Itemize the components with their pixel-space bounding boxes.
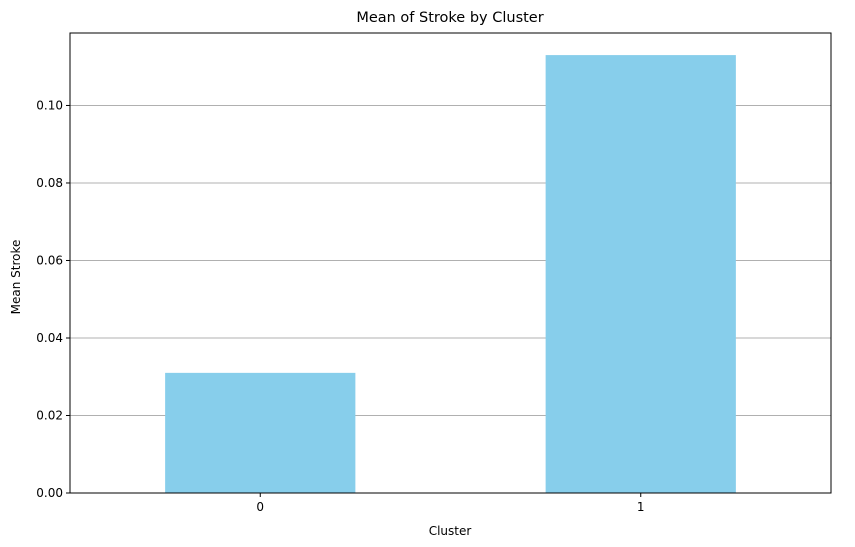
bar-cluster-1 <box>545 55 736 494</box>
y-tick-label: 0.10 <box>36 98 63 112</box>
chart-title: Mean of Stroke by Cluster <box>356 10 543 26</box>
x-axis-label: Cluster <box>429 524 472 538</box>
bar-cluster-0 <box>165 372 356 493</box>
x-tick-label: 0 <box>256 500 264 514</box>
y-tick-label: 0.00 <box>36 486 63 500</box>
y-tick-label: 0.02 <box>36 408 63 422</box>
plot-frame <box>69 32 832 494</box>
x-tick-label: 1 <box>637 500 645 514</box>
y-tick-label: 0.04 <box>36 331 63 345</box>
y-ticks: 0.00 0.02 0.04 0.06 0.08 0.10 <box>36 98 70 500</box>
y-tick-label: 0.06 <box>36 253 63 267</box>
y-tick-label: 0.08 <box>36 176 63 190</box>
y-axis-label: Mean Stroke <box>9 240 23 315</box>
axes <box>69 32 832 494</box>
bars <box>165 55 736 494</box>
